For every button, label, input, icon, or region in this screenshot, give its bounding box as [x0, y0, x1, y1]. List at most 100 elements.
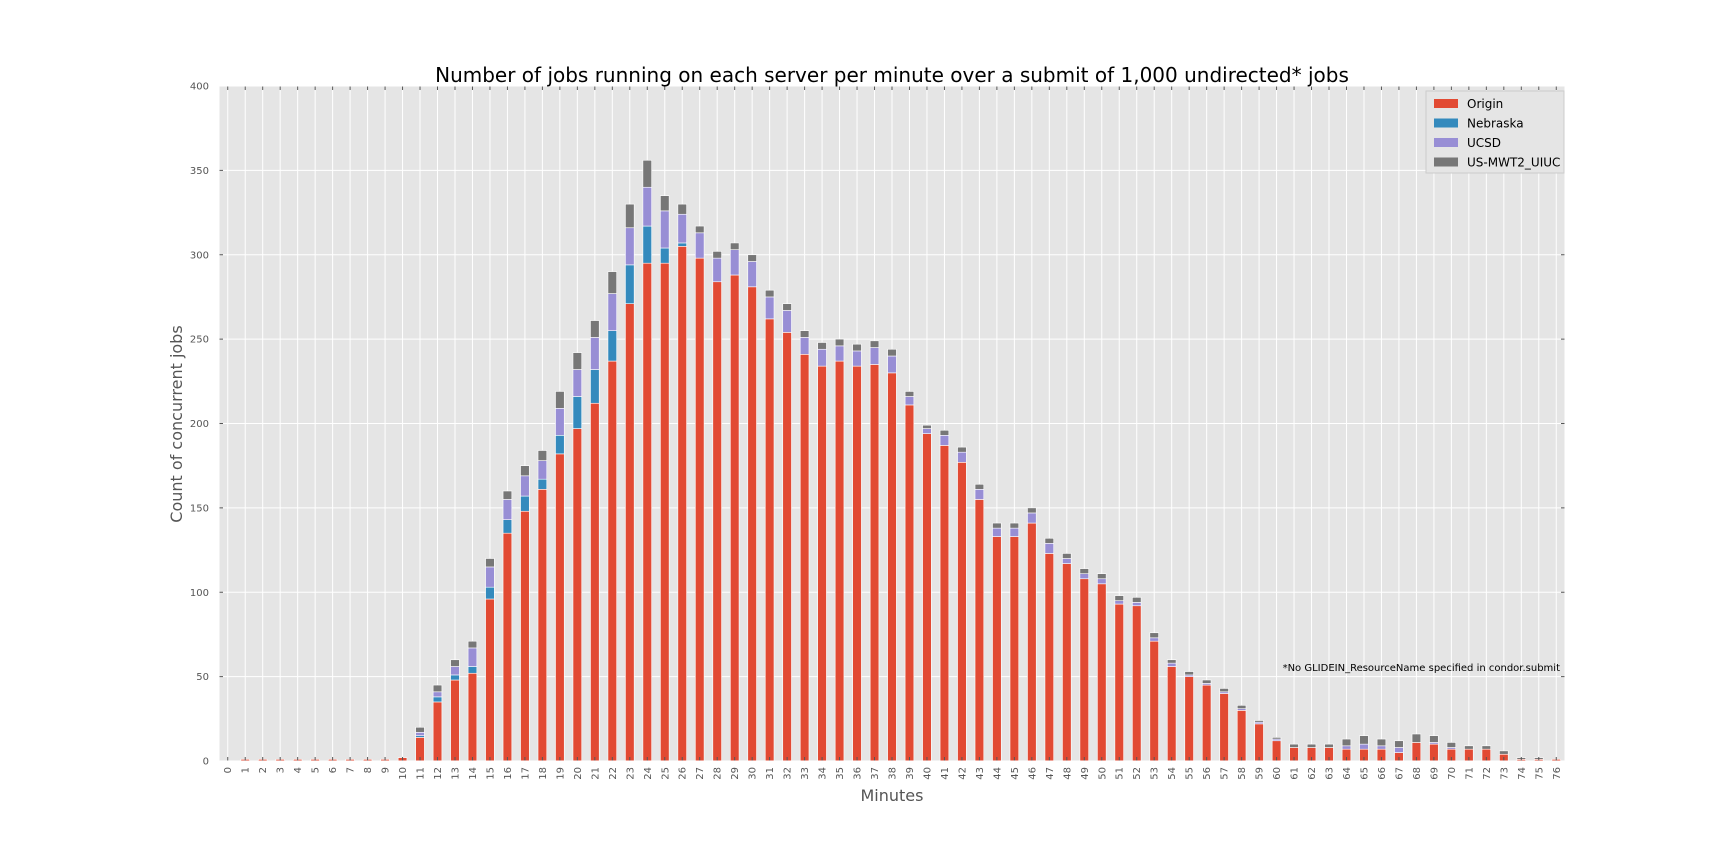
y-tick-label: 350	[190, 166, 209, 177]
x-tick-label: 70	[1447, 767, 1458, 780]
bar-segment-nebraska-24	[642, 225, 652, 264]
bar-segment-us-mwt2-uiuc-34	[817, 342, 827, 350]
x-tick-label: 27	[695, 767, 706, 780]
bar-segment-ucsd-33	[799, 337, 810, 355]
bar-segment-origin-55	[1184, 676, 1194, 762]
bar-segment-us-mwt2-uiuc-55	[1184, 671, 1194, 676]
x-tick-label: 56	[1202, 767, 1213, 780]
bar-segment-nebraska-23	[625, 264, 635, 304]
bar-segment-origin-41	[939, 445, 950, 762]
x-tick-label: 64	[1342, 767, 1353, 780]
bar-segment-nebraska-16	[502, 519, 513, 534]
bar-segment-origin-20	[572, 428, 583, 762]
bar-segment-ucsd-42	[957, 451, 967, 463]
bar-segment-us-mwt2-uiuc-35	[834, 338, 845, 347]
legend-label: Nebraska	[1467, 117, 1524, 131]
legend-swatch	[1434, 99, 1458, 108]
bar-segment-ucsd-13	[450, 666, 460, 676]
bar-segment-nebraska-25	[660, 247, 670, 264]
bar-segment-nebraska-22	[607, 330, 617, 362]
bar-segment-ucsd-48	[1062, 558, 1072, 564]
bar-segment-origin-33	[799, 354, 810, 762]
bar-segment-origin-25	[660, 262, 670, 762]
x-tick-label: 57	[1220, 767, 1231, 780]
bar-segment-origin-15	[485, 598, 495, 762]
x-tick-label: 53	[1150, 767, 1161, 780]
bar-segment-nebraska-15	[485, 586, 495, 600]
bar-segment-us-mwt2-uiuc-22	[607, 271, 617, 294]
bar-segment-us-mwt2-uiuc-31	[764, 289, 775, 298]
bar-segment-us-mwt2-uiuc-30	[747, 254, 757, 262]
bar-segment-origin-43	[974, 499, 985, 762]
bar-segment-ucsd-54	[1167, 662, 1177, 667]
bar-segment-ucsd-50	[1097, 578, 1107, 585]
y-tick-label: 50	[196, 672, 209, 683]
bar-segment-ucsd-64	[1341, 745, 1352, 750]
bar-segment-nebraska-12	[432, 696, 443, 703]
bar-segment-us-mwt2-uiuc-65	[1359, 735, 1369, 745]
x-tick-label: 31	[765, 767, 776, 780]
bar-segment-us-mwt2-uiuc-71	[1464, 745, 1474, 750]
bar-segment-ucsd-20	[572, 369, 583, 397]
bar-segment-origin-47	[1044, 553, 1054, 762]
x-tick-label: 5	[311, 767, 322, 773]
axis-ticks	[218, 85, 1566, 762]
bar-segment-us-mwt2-uiuc-66	[1376, 738, 1387, 747]
bar-segment-origin-48	[1062, 563, 1072, 762]
bar-segment-origin-39	[904, 404, 915, 762]
bar-segment-ucsd-46	[1027, 512, 1037, 524]
x-tick-label: 51	[1115, 767, 1126, 780]
bar-segment-us-mwt2-uiuc-69	[1429, 735, 1439, 743]
bar-segment-us-mwt2-uiuc-58	[1236, 705, 1247, 709]
legend-label: UCSD	[1467, 136, 1501, 150]
bar-segment-ucsd-65	[1359, 743, 1369, 750]
bar-segment-nebraska-19	[555, 435, 565, 455]
bar-segment-origin-59	[1254, 723, 1264, 762]
bar-segment-us-mwt2-uiuc-13	[450, 659, 460, 667]
bar-segment-us-mwt2-uiuc-15	[485, 558, 495, 568]
x-tick-label: 49	[1080, 767, 1091, 780]
x-tick-label: 67	[1394, 767, 1405, 780]
bar-segment-us-mwt2-uiuc-19	[555, 391, 565, 409]
x-tick-label: 72	[1482, 767, 1493, 780]
bar-segment-ucsd-22	[607, 293, 617, 331]
bar-segment-ucsd-11	[415, 732, 425, 736]
bar-segment-us-mwt2-uiuc-72	[1481, 745, 1492, 750]
bar-segment-origin-53	[1149, 640, 1159, 762]
bar-segment-us-mwt2-uiuc-38	[887, 348, 897, 357]
bar-segment-origin-22	[607, 360, 617, 762]
x-tick-label: 12	[433, 767, 444, 780]
bar-segment-us-mwt2-uiuc-21	[590, 320, 600, 338]
bar-segment-us-mwt2-uiuc-11	[415, 726, 425, 733]
bar-segment-nebraska-21	[590, 369, 600, 404]
bar-segment-ucsd-47	[1044, 543, 1054, 554]
bar-segment-origin-26	[677, 246, 687, 762]
bar-segment-origin-49	[1079, 578, 1089, 762]
x-tick-label: 62	[1307, 767, 1318, 780]
bar-segment-origin-46	[1027, 522, 1037, 762]
y-tick-label: 0	[203, 757, 209, 768]
bar-segment-ucsd-45	[1009, 527, 1020, 537]
bar-segment-us-mwt2-uiuc-29	[730, 242, 740, 250]
x-tick-label: 55	[1185, 767, 1196, 780]
bar-segment-us-mwt2-uiuc-40	[922, 424, 932, 429]
bar-segment-us-mwt2-uiuc-64	[1341, 738, 1352, 747]
x-tick-label: 4	[293, 767, 304, 773]
legend-label: Origin	[1467, 97, 1503, 111]
bar-segment-ucsd-66	[1376, 745, 1387, 750]
bar-segment-origin-31	[764, 318, 775, 762]
bar-segment-origin-24	[642, 262, 652, 762]
bar-segment-ucsd-29	[730, 249, 740, 276]
bar-segment-origin-29	[730, 274, 740, 762]
bar-segment-us-mwt2-uiuc-63	[1324, 743, 1334, 748]
x-tick-label: 16	[503, 767, 514, 780]
bar-segment-ucsd-26	[677, 213, 687, 244]
bar-segment-us-mwt2-uiuc-43	[974, 483, 985, 490]
x-tick-label: 76	[1552, 767, 1563, 780]
bar-segment-us-mwt2-uiuc-57	[1219, 688, 1229, 693]
bar-segment-origin-21	[590, 402, 600, 762]
x-tick-label: 13	[450, 767, 461, 780]
bar-segment-origin-34	[817, 365, 827, 762]
plot-frame	[218, 85, 1566, 762]
